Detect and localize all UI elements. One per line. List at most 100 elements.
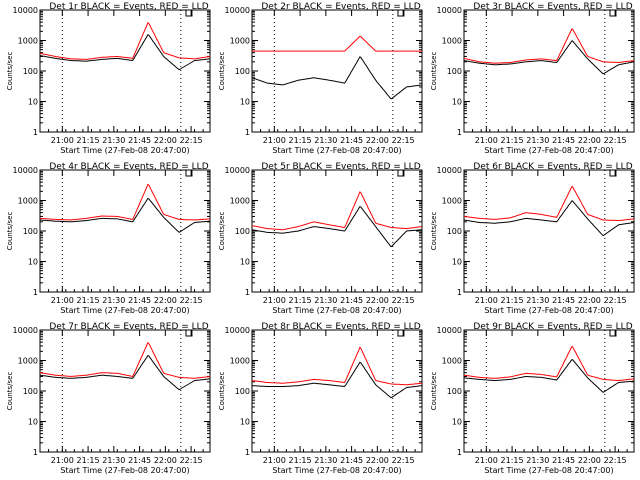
plot-frame xyxy=(39,169,211,293)
y-tick-label: 10000 xyxy=(13,6,38,15)
y-tick-label: 100 xyxy=(23,387,38,396)
x-tick-label: 21:45 xyxy=(552,296,575,305)
x-tick-label: 22:00 xyxy=(154,296,177,305)
y-tick-label: 100 xyxy=(235,387,250,396)
plot-frame xyxy=(39,329,211,453)
x-tick-label: 21:15 xyxy=(289,296,312,305)
x-tick-label: 21:15 xyxy=(501,296,524,305)
y-axis-label: Counts/sec xyxy=(430,212,438,251)
y-tick-label: 1000 xyxy=(18,37,38,46)
y-tick-label: 10000 xyxy=(13,166,38,175)
x-tick-label: 21:45 xyxy=(128,456,151,465)
chart-panel-9: Det 9r BLACK = Events, RED = LLD 1 10 100 10… xyxy=(430,322,635,475)
x-tick-label: 21:45 xyxy=(128,296,151,305)
y-tick-label: 1000 xyxy=(442,37,462,46)
attenuator-marker xyxy=(397,170,405,177)
x-tick-label: 21:00 xyxy=(475,296,498,305)
y-tick-label: 1 xyxy=(245,128,250,137)
y-axis-label: Counts/sec xyxy=(218,372,226,411)
chart-title: Det 9r BLACK = Events, RED = LLD xyxy=(473,322,632,332)
x-tick-label: 21:30 xyxy=(102,456,125,465)
chart-title: Det 2r BLACK = Events, RED = LLD xyxy=(261,2,420,12)
x-tick-label: 21:00 xyxy=(475,456,498,465)
y-tick-label: 1 xyxy=(33,448,38,457)
x-tick-label: 22:15 xyxy=(392,456,415,465)
y-tick-label: 10000 xyxy=(225,6,250,15)
y-tick-label: 10 xyxy=(28,98,38,107)
series-events-black xyxy=(251,56,423,100)
y-tick-label: 100 xyxy=(235,67,250,76)
y-tick-label: 10 xyxy=(240,418,250,427)
plot-frame xyxy=(463,329,635,453)
x-tick-label: 21:15 xyxy=(501,456,524,465)
chart-panel-5: Det 5r BLACK = Events, RED = LLD 1 10 100 10… xyxy=(218,162,423,315)
x-axis-label: Start Time (27-Feb-08 20:47:00) xyxy=(60,306,189,315)
x-tick-label: 21:00 xyxy=(51,296,74,305)
y-axis-label: Counts/sec xyxy=(218,212,226,251)
series-events-black xyxy=(463,200,635,237)
x-tick-label: 21:15 xyxy=(77,296,100,305)
y-tick-label: 1000 xyxy=(230,37,250,46)
y-tick-label: 100 xyxy=(447,387,462,396)
chart-panel-8: Det 8r BLACK = Events, RED = LLD 1 10 100 10… xyxy=(218,322,423,475)
x-tick-label: 22:15 xyxy=(180,296,203,305)
series-events-black xyxy=(39,354,211,391)
plot-frame xyxy=(39,9,211,133)
x-tick-label: 21:00 xyxy=(263,136,286,145)
x-axis-label: Start Time (27-Feb-08 20:47:00) xyxy=(484,466,613,475)
x-tick-label: 21:30 xyxy=(102,296,125,305)
series-lld-red xyxy=(252,35,422,52)
y-axis-label: Counts/sec xyxy=(6,372,14,411)
x-tick-label: 21:15 xyxy=(77,136,100,145)
y-tick-label: 1 xyxy=(245,448,250,457)
y-tick-label: 1 xyxy=(33,288,38,297)
y-tick-label: 1000 xyxy=(442,197,462,206)
y-axis-label: Counts/sec xyxy=(6,212,14,251)
series-lld-red xyxy=(39,341,211,379)
series-events-black xyxy=(40,197,210,233)
x-tick-label: 21:30 xyxy=(314,456,337,465)
y-tick-label: 10 xyxy=(452,418,462,427)
y-axis-label: Counts/sec xyxy=(6,52,14,91)
y-tick-label: 100 xyxy=(447,67,462,76)
series-lld-red xyxy=(39,21,211,60)
y-tick-label: 10 xyxy=(28,258,38,267)
series-lld-red xyxy=(463,27,635,64)
x-tick-label: 21:15 xyxy=(501,136,524,145)
series-lld-red xyxy=(251,346,423,386)
x-tick-label: 22:00 xyxy=(578,456,601,465)
y-tick-label: 1 xyxy=(457,128,462,137)
x-tick-label: 21:45 xyxy=(128,136,151,145)
y-tick-label: 10 xyxy=(240,98,250,107)
y-tick-label: 1 xyxy=(457,288,462,297)
x-tick-label: 22:00 xyxy=(154,456,177,465)
y-tick-label: 1000 xyxy=(442,357,462,366)
y-tick-label: 1 xyxy=(457,448,462,457)
x-tick-label: 22:00 xyxy=(578,296,601,305)
attenuator-marker xyxy=(609,170,617,177)
chart-title: Det 6r BLACK = Events, RED = LLD xyxy=(473,162,632,172)
y-tick-label: 1 xyxy=(245,288,250,297)
x-tick-label: 21:15 xyxy=(289,456,312,465)
x-tick-label: 21:30 xyxy=(102,136,125,145)
x-axis-label: Start Time (27-Feb-08 20:47:00) xyxy=(272,466,401,475)
y-tick-label: 10000 xyxy=(437,166,462,175)
attenuator-marker xyxy=(609,10,617,17)
x-tick-label: 21:00 xyxy=(263,456,286,465)
x-tick-label: 21:30 xyxy=(314,136,337,145)
series-events-black xyxy=(463,358,634,393)
x-tick-label: 22:15 xyxy=(180,136,203,145)
x-tick-label: 21:30 xyxy=(526,456,549,465)
y-tick-label: 100 xyxy=(23,227,38,236)
chart-panel-3: Det 3r BLACK = Events, RED = LLD 1 10 100 10… xyxy=(430,2,635,155)
x-tick-label: 22:15 xyxy=(604,136,627,145)
series-lld-red xyxy=(463,185,635,221)
x-tick-label: 21:45 xyxy=(340,136,363,145)
x-tick-label: 21:30 xyxy=(526,296,549,305)
y-tick-label: 10000 xyxy=(13,326,38,335)
attenuator-marker xyxy=(185,10,193,17)
x-tick-label: 22:00 xyxy=(366,136,389,145)
y-tick-label: 100 xyxy=(447,227,462,236)
chart-title: Det 8r BLACK = Events, RED = LLD xyxy=(261,322,420,332)
x-tick-label: 21:00 xyxy=(475,136,498,145)
